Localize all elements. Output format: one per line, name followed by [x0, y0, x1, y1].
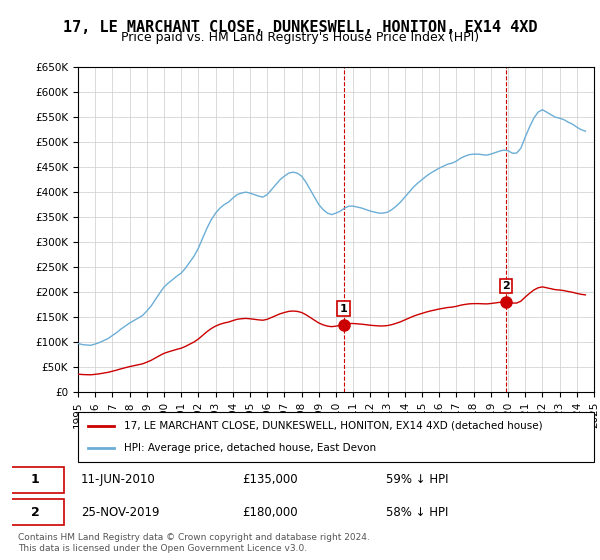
Text: Price paid vs. HM Land Registry's House Price Index (HPI): Price paid vs. HM Land Registry's House …	[121, 31, 479, 44]
FancyBboxPatch shape	[6, 499, 64, 525]
Text: 59% ↓ HPI: 59% ↓ HPI	[386, 473, 449, 487]
Text: 25-NOV-2019: 25-NOV-2019	[81, 506, 160, 519]
Text: 2: 2	[31, 506, 40, 519]
Text: 17, LE MARCHANT CLOSE, DUNKESWELL, HONITON, EX14 4XD: 17, LE MARCHANT CLOSE, DUNKESWELL, HONIT…	[63, 20, 537, 35]
Text: 2: 2	[502, 281, 510, 291]
Text: £135,000: £135,000	[242, 473, 298, 487]
Text: Contains HM Land Registry data © Crown copyright and database right 2024.
This d: Contains HM Land Registry data © Crown c…	[18, 533, 370, 553]
FancyBboxPatch shape	[78, 412, 594, 462]
Text: HPI: Average price, detached house, East Devon: HPI: Average price, detached house, East…	[124, 443, 377, 453]
Text: £180,000: £180,000	[242, 506, 298, 519]
Text: 58% ↓ HPI: 58% ↓ HPI	[386, 506, 449, 519]
Text: 11-JUN-2010: 11-JUN-2010	[81, 473, 156, 487]
Text: 1: 1	[340, 304, 347, 314]
Text: 17, LE MARCHANT CLOSE, DUNKESWELL, HONITON, EX14 4XD (detached house): 17, LE MARCHANT CLOSE, DUNKESWELL, HONIT…	[124, 421, 543, 431]
FancyBboxPatch shape	[6, 466, 64, 493]
Text: 1: 1	[31, 473, 40, 487]
